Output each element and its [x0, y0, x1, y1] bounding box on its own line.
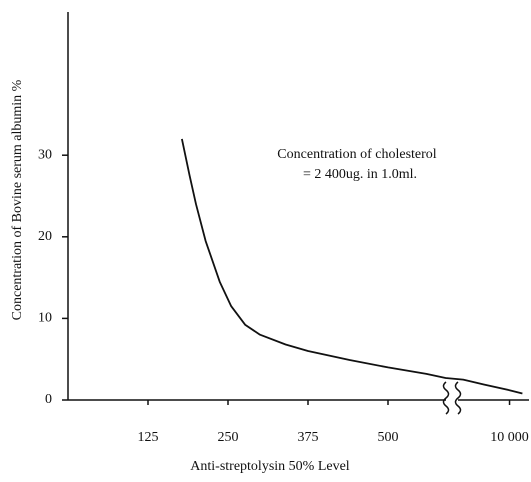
annotation: = 2 400ug. in 1.0ml. — [303, 167, 417, 182]
x-tick-label: 125 — [138, 430, 159, 445]
y-tick-label: 20 — [38, 229, 52, 244]
y-tick-label: 10 — [38, 311, 52, 326]
y-tick-label: 30 — [38, 147, 52, 162]
x-tick-label: 500 — [378, 430, 399, 445]
annotation: Concentration of cholesterol — [277, 147, 437, 162]
y-tick-label: 0 — [45, 392, 52, 407]
y-axis-label: Concentration of Bovine serum albumin % — [10, 79, 25, 320]
data-line — [181, 138, 523, 395]
x-tick-label: 375 — [298, 430, 319, 445]
x-tick-label: 10 000 — [490, 430, 529, 445]
axis-break — [442, 380, 462, 420]
x-tick-label: 250 — [218, 430, 239, 445]
x-axis-label: Anti-streptolysin 50% Level — [190, 459, 350, 474]
